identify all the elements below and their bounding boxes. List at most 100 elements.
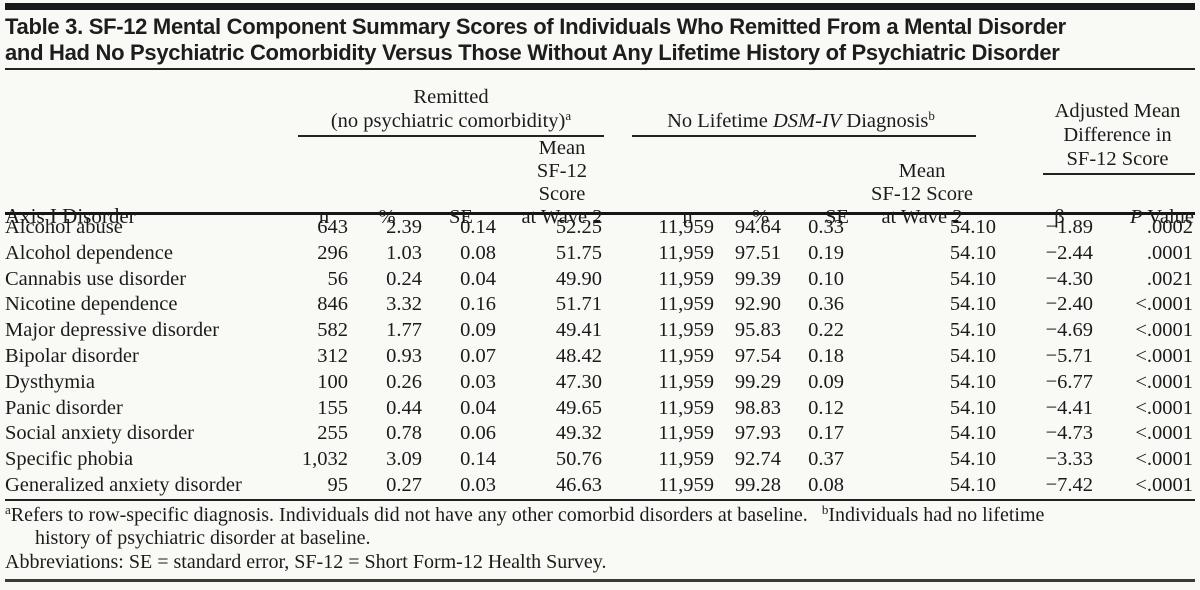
cell-pct1: 0.93	[386, 344, 422, 367]
cell-pct1: 0.26	[386, 370, 422, 393]
cell-se2: 0.33	[808, 216, 844, 238]
cell-disorder: Social anxiety disorder	[5, 422, 195, 445]
group-remitted-line1: Remitted	[413, 86, 489, 108]
cell-n2: 11,959	[658, 216, 714, 238]
cell-se1: 0.08	[460, 241, 496, 264]
cell-wave1: 49.90	[555, 267, 602, 290]
cell-wave2: 54.10	[949, 293, 996, 316]
cell-wave2: 54.10	[949, 422, 996, 445]
footnote-a-marker: a	[5, 503, 11, 517]
cell-se2: 0.18	[808, 344, 844, 367]
cell-beta: −3.33	[1045, 448, 1093, 471]
cell-disorder: Cannabis use disorder	[5, 267, 187, 290]
cell-disorder: Major depressive disorder	[5, 319, 220, 342]
group-label-adjusted-difference: Adjusted Mean Difference in SF-12 Score	[1054, 100, 1181, 170]
cell-se1: 0.07	[460, 344, 496, 367]
cell-pct2: 95.83	[734, 319, 781, 342]
cell-wave1: 48.42	[555, 344, 602, 367]
cell-disorder: Generalized anxiety disorder	[5, 473, 242, 496]
cell-n1: 1,032	[301, 448, 348, 471]
cell-se2: 0.09	[808, 370, 844, 393]
cell-p: <.0001	[1135, 293, 1193, 316]
cell-p: .0001	[1146, 241, 1193, 264]
cell-se2: 0.10	[808, 267, 844, 290]
cell-n2: 11,959	[658, 370, 714, 393]
table-header: Axis I Disorder Remitted (no psychiatric…	[5, 83, 1195, 228]
cell-pct1: 3.09	[386, 448, 422, 471]
group-rule-adjusted-difference	[1043, 173, 1195, 175]
cell-n1: 643	[317, 216, 348, 238]
table-row: Dysthymia 100 0.26 0.03 47.30 11,959 99.29 0.09…	[5, 370, 1195, 396]
footnote-abbreviations: Abbreviations: SE = standard error, SF-1…	[5, 550, 607, 573]
cell-se2: 0.12	[808, 396, 844, 419]
table-row: Nicotine dependence 846 3.32 0.16 51.71 11,95…	[5, 292, 1195, 318]
cell-se2: 0.17	[808, 422, 844, 445]
table-row: Bipolar disorder 312 0.93 0.07 48.42 11,959 97…	[5, 344, 1195, 370]
cell-pct1: 0.44	[386, 396, 422, 419]
cell-pct2: 97.51	[734, 241, 781, 264]
table-body: Alcohol abuse 643 2.39 0.14 52.25 11,959 94.64…	[5, 215, 1195, 499]
column-group-remitted: Remitted (no psychiatric comorbidity)a n…	[298, 83, 604, 231]
footnote-b-marker: b	[821, 503, 829, 517]
column-header-se-nodx: SE	[825, 205, 849, 228]
cell-n1: 155	[317, 396, 348, 419]
footnote-marker-b: b	[928, 108, 935, 123]
footnote-line-1: aRefers to row-specific diagnosis. Indiv…	[5, 504, 1195, 528]
cell-wave1: 46.63	[555, 473, 602, 496]
footnote-separator-rule	[5, 498, 1195, 501]
column-header-pct-nodx: %	[751, 205, 770, 228]
group-rule-remitted	[298, 135, 604, 137]
cell-beta: −2.40	[1045, 293, 1093, 316]
cell-pct1: 2.39	[386, 216, 422, 238]
group-label-remitted: Remitted (no psychiatric comorbidity)a	[298, 83, 604, 133]
cell-p: <.0001	[1135, 344, 1193, 367]
cell-se1: 0.04	[460, 396, 496, 419]
cell-wave2: 54.10	[949, 216, 996, 238]
cell-p: <.0001	[1135, 473, 1193, 496]
cell-beta: −6.77	[1045, 370, 1093, 393]
cell-disorder: Specific phobia	[5, 448, 134, 471]
cell-wave1: 50.76	[555, 448, 602, 471]
footnote-marker-a: a	[565, 108, 572, 123]
cell-disorder: Alcohol abuse	[5, 216, 123, 238]
cell-n1: 255	[317, 422, 348, 445]
cell-n1: 296	[317, 241, 348, 264]
cell-pct2: 94.64	[734, 216, 781, 238]
cell-pct2: 92.90	[734, 293, 781, 316]
group-label-no-diagnosis: No Lifetime DSM-IV Diagnosisb	[604, 83, 998, 133]
cell-pct1: 0.27	[386, 473, 422, 496]
column-header-beta: β	[1054, 205, 1065, 228]
column-header-axis-disorder: Axis I Disorder	[5, 203, 136, 228]
column-header-mean-remitted: Mean SF-12 Score at Wave 2	[521, 136, 603, 228]
cell-p: <.0001	[1135, 422, 1193, 445]
cell-beta: −4.30	[1045, 267, 1093, 290]
cell-wave2: 54.10	[949, 319, 996, 342]
cell-pct1: 3.32	[386, 293, 422, 316]
cell-pct2: 99.39	[734, 267, 781, 290]
cell-se1: 0.06	[460, 422, 496, 445]
cell-pct2: 99.29	[734, 370, 781, 393]
cell-p: <.0001	[1135, 370, 1193, 393]
cell-wave2: 54.10	[949, 241, 996, 264]
cell-n2: 11,959	[658, 396, 714, 419]
table-row: Alcohol abuse 643 2.39 0.14 52.25 11,959 94.64…	[5, 215, 1195, 241]
cell-beta: −1.89	[1045, 216, 1093, 238]
cell-se1: 0.14	[460, 448, 496, 471]
column-header-n-remitted: n	[318, 205, 330, 228]
cell-pct2: 99.28	[734, 473, 781, 496]
table-row: Cannabis use disorder 56 0.24 0.04 49.90 11,9…	[5, 267, 1195, 293]
top-rule-bar	[5, 3, 1195, 10]
column-header-mean-nodx: Mean SF-12 Score at Wave 2	[871, 159, 973, 228]
cell-se1: 0.14	[460, 216, 496, 238]
cell-n2: 11,959	[658, 344, 714, 367]
cell-se2: 0.37	[808, 448, 844, 471]
cell-pct1: 1.77	[386, 319, 422, 342]
footnotes: aRefers to row-specific diagnosis. Indiv…	[5, 504, 1195, 575]
cell-p: <.0001	[1135, 448, 1193, 471]
cell-wave2: 54.10	[949, 448, 996, 471]
cell-beta: −4.41	[1045, 396, 1093, 419]
table-row: Generalized anxiety disorder 95 0.27 0.03 46…	[5, 473, 1195, 499]
footnote-a-text: Refers to row-specific diagnosis. Indivi…	[10, 503, 808, 526]
table-row: Specific phobia 1,032 3.09 0.14 50.76 11,959 9…	[5, 447, 1195, 473]
